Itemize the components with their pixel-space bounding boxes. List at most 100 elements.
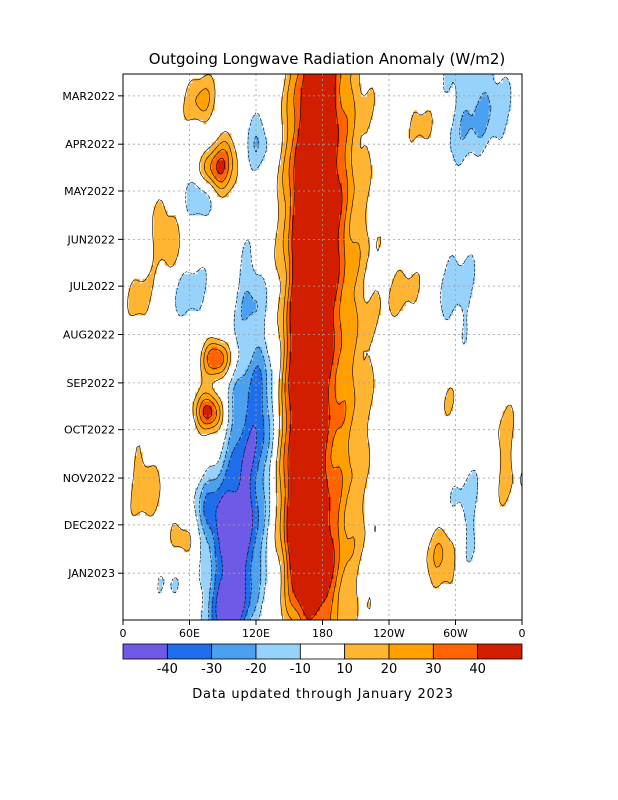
anomaly-cell xyxy=(303,219,307,225)
anomaly-cell xyxy=(280,465,285,471)
anomaly-cell xyxy=(264,397,268,402)
anomaly-cell xyxy=(352,242,357,248)
anomaly-cell xyxy=(491,78,495,84)
anomaly-cell xyxy=(361,128,365,134)
anomaly-cell xyxy=(480,101,484,107)
anomaly-cell xyxy=(267,365,271,371)
anomaly-cell xyxy=(167,233,171,239)
anomaly-cell xyxy=(308,269,312,275)
anomaly-cell xyxy=(314,119,318,125)
anomaly-cell xyxy=(247,151,251,157)
anomaly-cell xyxy=(325,406,329,412)
anomaly-cell xyxy=(333,155,337,161)
anomaly-cell xyxy=(350,438,354,443)
anomaly-cell xyxy=(236,310,240,316)
anomaly-cell xyxy=(297,392,301,398)
anomaly-cell xyxy=(294,74,298,79)
anomaly-cell xyxy=(333,456,337,462)
anomaly-cell xyxy=(350,374,354,380)
anomaly-cell xyxy=(269,410,274,416)
anomaly-cell xyxy=(256,278,260,284)
anomaly-cell xyxy=(311,410,315,416)
anomaly-cell xyxy=(256,397,260,402)
anomaly-cell xyxy=(328,296,332,302)
anomaly-cell xyxy=(347,356,351,362)
anomaly-cell xyxy=(208,365,213,371)
anomaly-cell xyxy=(200,192,204,198)
anomaly-cell xyxy=(195,287,199,293)
anomaly-cell xyxy=(441,301,445,307)
anomaly-cell xyxy=(308,392,312,398)
anomaly-cell xyxy=(455,151,459,157)
anomaly-cell xyxy=(322,387,326,393)
anomaly-cell xyxy=(219,410,224,416)
anomaly-cell xyxy=(300,210,304,216)
anomaly-cell xyxy=(197,101,201,107)
anomaly-cell xyxy=(258,451,262,457)
anomaly-cell xyxy=(247,278,251,284)
anomaly-cell xyxy=(474,101,479,107)
anomaly-cell xyxy=(474,133,479,139)
anomaly-cell xyxy=(322,210,326,216)
anomaly-cell xyxy=(491,133,495,139)
anomaly-cell xyxy=(159,251,163,257)
anomaly-cell xyxy=(305,469,310,475)
anomaly-cell xyxy=(350,465,354,471)
anomaly-cell xyxy=(344,292,348,298)
anomaly-cell xyxy=(244,456,249,462)
anomaly-cell xyxy=(219,356,224,362)
anomaly-cell xyxy=(303,315,307,321)
anomaly-cell xyxy=(195,301,199,307)
anomaly-cell xyxy=(339,451,343,457)
anomaly-cell xyxy=(333,324,337,330)
anomaly-cell xyxy=(289,133,293,139)
anomaly-cell xyxy=(189,274,193,280)
anomaly-cell xyxy=(203,74,207,79)
anomaly-cell xyxy=(330,165,334,170)
anomaly-cell xyxy=(242,292,246,298)
anomaly-cell xyxy=(308,260,312,266)
anomaly-cell xyxy=(269,406,274,412)
anomaly-cell xyxy=(280,310,285,316)
anomaly-cell xyxy=(352,219,357,225)
anomaly-cell xyxy=(361,347,365,352)
anomaly-cell xyxy=(289,369,293,375)
anomaly-cell xyxy=(278,442,282,448)
anomaly-cell xyxy=(389,287,393,293)
anomaly-cell xyxy=(364,256,368,261)
anomaly-cell xyxy=(203,392,207,398)
anomaly-cell xyxy=(294,169,298,175)
anomaly-cell xyxy=(305,451,310,457)
anomaly-cell xyxy=(283,124,287,129)
anomaly-cell xyxy=(336,87,340,93)
anomaly-cell xyxy=(361,424,365,430)
anomaly-cell xyxy=(341,151,346,157)
anomaly-cell xyxy=(508,101,512,107)
anomaly-cell xyxy=(267,360,271,366)
anomaly-cell xyxy=(303,210,307,216)
anomaly-cell xyxy=(256,133,260,139)
anomaly-cell xyxy=(283,465,287,471)
anomaly-cell xyxy=(280,210,285,216)
anomaly-cell xyxy=(192,274,196,280)
anomaly-cell xyxy=(228,178,232,184)
anomaly-cell xyxy=(250,406,254,412)
anomaly-cell xyxy=(314,128,318,134)
anomaly-cell xyxy=(330,201,334,207)
anomaly-cell xyxy=(147,274,152,280)
anomaly-cell xyxy=(142,287,146,293)
anomaly-cell xyxy=(336,256,340,261)
anomaly-cell xyxy=(147,292,152,298)
anomaly-cell xyxy=(305,119,310,125)
anomaly-cell xyxy=(350,415,354,421)
anomaly-cell xyxy=(494,105,498,111)
anomaly-cell xyxy=(253,278,257,284)
anomaly-cell xyxy=(455,101,459,107)
anomaly-cell xyxy=(261,337,265,343)
anomaly-cell xyxy=(325,333,329,339)
anomaly-cell xyxy=(341,328,346,334)
anomaly-cell xyxy=(322,410,326,416)
anomaly-cell xyxy=(366,451,370,457)
anomaly-cell xyxy=(294,178,298,184)
anomaly-cell xyxy=(292,383,296,389)
